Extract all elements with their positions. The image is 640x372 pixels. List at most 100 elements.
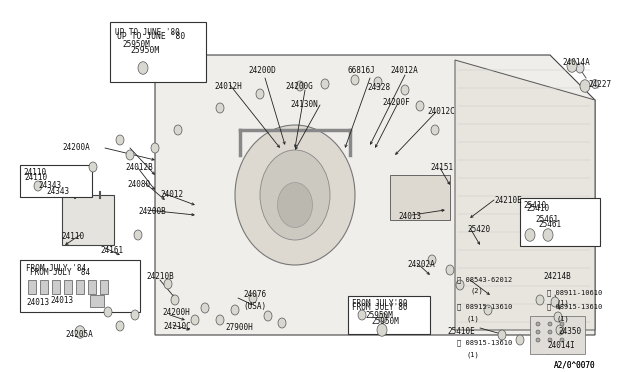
Text: 25410: 25410: [526, 204, 549, 213]
Bar: [20, 165, 92, 197]
Ellipse shape: [138, 62, 148, 74]
Text: 24151: 24151: [430, 163, 453, 172]
Text: 24200B: 24200B: [138, 207, 166, 216]
Bar: [88, 280, 96, 294]
Text: A2/0^0070: A2/0^0070: [554, 360, 596, 369]
Ellipse shape: [576, 63, 584, 73]
Ellipse shape: [235, 125, 355, 265]
Text: (1): (1): [557, 300, 570, 307]
Ellipse shape: [484, 305, 492, 315]
Ellipse shape: [377, 324, 387, 336]
Bar: [90, 295, 104, 307]
Text: 24343: 24343: [46, 187, 69, 196]
Text: FROM JULY '84: FROM JULY '84: [30, 268, 90, 277]
Text: FROM JULY'80: FROM JULY'80: [352, 303, 408, 312]
Ellipse shape: [256, 89, 264, 99]
Ellipse shape: [560, 338, 564, 342]
Text: 24080: 24080: [127, 180, 150, 189]
Text: 24200D: 24200D: [248, 66, 276, 75]
Text: 24350: 24350: [558, 327, 581, 336]
Ellipse shape: [431, 125, 439, 135]
Text: Ⓝ 08911-10610: Ⓝ 08911-10610: [547, 289, 602, 296]
Text: 24076: 24076: [243, 290, 266, 299]
Ellipse shape: [416, 101, 424, 111]
Ellipse shape: [567, 60, 577, 72]
Text: 25950M: 25950M: [130, 46, 159, 55]
Text: 24013: 24013: [398, 212, 421, 221]
Text: Ⓦ 08915-13610: Ⓦ 08915-13610: [457, 303, 512, 310]
Text: 24343: 24343: [38, 181, 61, 190]
Ellipse shape: [548, 338, 552, 342]
Text: UP TO JUNE '80: UP TO JUNE '80: [115, 28, 180, 37]
Text: FROM JULY '84: FROM JULY '84: [26, 264, 86, 273]
Text: (1): (1): [557, 315, 570, 321]
Ellipse shape: [231, 305, 239, 315]
Text: 27900H: 27900H: [225, 323, 253, 332]
Ellipse shape: [351, 75, 359, 85]
Bar: [40, 280, 48, 294]
Text: 24328: 24328: [367, 83, 390, 92]
Ellipse shape: [374, 77, 382, 87]
Ellipse shape: [543, 229, 553, 241]
Ellipse shape: [498, 330, 506, 340]
Text: 24200F: 24200F: [382, 98, 410, 107]
Ellipse shape: [379, 313, 387, 323]
Text: 66816J: 66816J: [348, 66, 376, 75]
Polygon shape: [155, 55, 595, 335]
Bar: [110, 22, 206, 82]
Bar: [348, 296, 430, 334]
Ellipse shape: [75, 326, 85, 338]
Text: 24014I: 24014I: [547, 341, 575, 350]
Polygon shape: [455, 60, 595, 330]
Text: 24012C: 24012C: [427, 107, 455, 116]
Ellipse shape: [548, 330, 552, 334]
Ellipse shape: [516, 335, 524, 345]
Bar: [390, 175, 450, 220]
Ellipse shape: [321, 79, 329, 89]
Ellipse shape: [401, 85, 409, 95]
Bar: [20, 260, 140, 312]
Ellipse shape: [560, 330, 564, 334]
Text: UP TO JUNE '80: UP TO JUNE '80: [117, 32, 185, 41]
Ellipse shape: [34, 181, 42, 191]
Text: 25461: 25461: [535, 215, 558, 224]
Ellipse shape: [278, 318, 286, 328]
Ellipse shape: [104, 307, 112, 317]
Ellipse shape: [151, 143, 159, 153]
Ellipse shape: [201, 303, 209, 313]
Ellipse shape: [89, 162, 97, 172]
Ellipse shape: [560, 322, 564, 326]
Ellipse shape: [191, 315, 199, 325]
Text: (2): (2): [470, 288, 483, 295]
Ellipse shape: [536, 330, 540, 334]
Text: 24012B: 24012B: [125, 163, 153, 172]
Ellipse shape: [525, 229, 535, 241]
Text: Ⓦ 08915-13610: Ⓦ 08915-13610: [457, 339, 512, 346]
Text: 24012H: 24012H: [214, 82, 242, 91]
Ellipse shape: [556, 325, 564, 335]
Ellipse shape: [536, 322, 540, 326]
Text: 24013: 24013: [50, 296, 73, 305]
Text: (1): (1): [467, 315, 480, 321]
Ellipse shape: [260, 150, 330, 240]
Text: 24200H: 24200H: [162, 308, 189, 317]
Text: 24210B: 24210B: [146, 272, 173, 281]
Bar: [52, 280, 60, 294]
Ellipse shape: [554, 312, 562, 322]
Ellipse shape: [536, 338, 540, 342]
Text: 25950M: 25950M: [122, 40, 150, 49]
Text: 24200A: 24200A: [62, 143, 90, 152]
Text: 24130N: 24130N: [290, 100, 317, 109]
Text: (1): (1): [467, 351, 480, 357]
Ellipse shape: [296, 81, 304, 91]
Text: 25950M: 25950M: [365, 311, 393, 320]
Bar: [76, 280, 84, 294]
Text: Ⓦ 08915-13610: Ⓦ 08915-13610: [547, 303, 602, 310]
Text: FROM JULY'80: FROM JULY'80: [352, 299, 408, 308]
Bar: [520, 198, 600, 246]
Ellipse shape: [536, 295, 544, 305]
Text: (USA): (USA): [243, 302, 266, 311]
Text: A2/0^0070: A2/0^0070: [554, 360, 596, 369]
Ellipse shape: [216, 103, 224, 113]
Ellipse shape: [358, 310, 366, 320]
